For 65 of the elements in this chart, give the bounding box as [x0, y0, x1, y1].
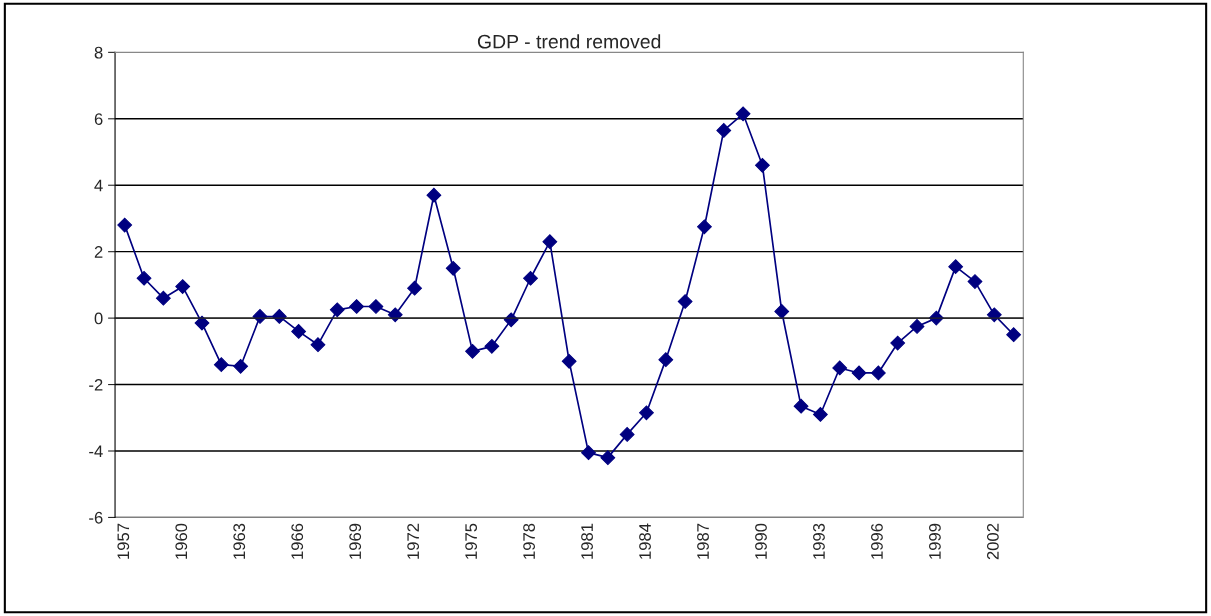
point	[909, 319, 925, 334]
point	[213, 357, 229, 373]
point	[465, 343, 480, 359]
point	[716, 123, 732, 138]
x-tick-label: 1975	[465, 523, 478, 559]
point	[793, 398, 809, 414]
x-tick-label: 1984	[639, 523, 651, 559]
point	[349, 299, 364, 314]
point	[1006, 327, 1022, 343]
point	[542, 234, 558, 250]
x-tick-label: 1978	[523, 523, 535, 559]
point	[117, 217, 133, 233]
y-tick-label: 8	[94, 46, 103, 59]
x-tick-label: 1981	[581, 523, 593, 559]
point	[523, 270, 538, 286]
point	[832, 360, 848, 376]
x-tick-label: 1972	[407, 523, 420, 559]
x-tick-label: 1960	[175, 523, 188, 559]
point	[136, 270, 152, 286]
point	[967, 274, 983, 289]
y-tick-label: -4	[89, 445, 103, 458]
point	[851, 365, 867, 381]
x-tick-label: 1966	[291, 523, 304, 559]
y-tick-label: -2	[89, 378, 103, 391]
x-tick-label: 1957	[117, 523, 130, 559]
point	[658, 352, 674, 368]
y-tick-label: 0	[94, 312, 103, 325]
point	[812, 407, 828, 422]
point	[329, 302, 345, 318]
chart-title: GDP - trend removed	[477, 34, 661, 49]
x-tick-label: 1999	[929, 523, 941, 559]
point	[407, 280, 422, 296]
point	[445, 260, 461, 276]
point	[426, 187, 442, 203]
y-tick-label: 6	[94, 113, 103, 125]
y-tick-label: 2	[94, 246, 103, 258]
x-tick-label: 1987	[697, 523, 709, 559]
point	[890, 335, 906, 351]
point	[233, 358, 249, 374]
point	[175, 279, 191, 294]
point	[291, 324, 307, 339]
point	[735, 106, 751, 122]
point	[619, 427, 635, 442]
point	[677, 294, 693, 309]
point	[368, 299, 384, 314]
x-tick-label: 1990	[755, 523, 767, 559]
point	[948, 259, 964, 275]
point	[600, 450, 616, 466]
x-tick-label: 1993	[813, 523, 825, 559]
y-tick-label: 4	[94, 179, 103, 192]
x-tick-label: 1996	[871, 523, 883, 559]
y-tick-label: -6	[89, 511, 103, 524]
x-tick-label: 1963	[233, 523, 246, 559]
point	[697, 219, 712, 235]
point	[561, 353, 577, 369]
point	[639, 405, 654, 421]
point	[581, 445, 596, 461]
point	[870, 365, 886, 381]
point	[774, 304, 790, 319]
point	[755, 157, 770, 173]
x-tick-label: 2002	[986, 523, 999, 560]
point	[484, 338, 500, 354]
point	[310, 337, 326, 353]
point	[155, 290, 171, 306]
x-tick-label: 1969	[349, 523, 362, 559]
